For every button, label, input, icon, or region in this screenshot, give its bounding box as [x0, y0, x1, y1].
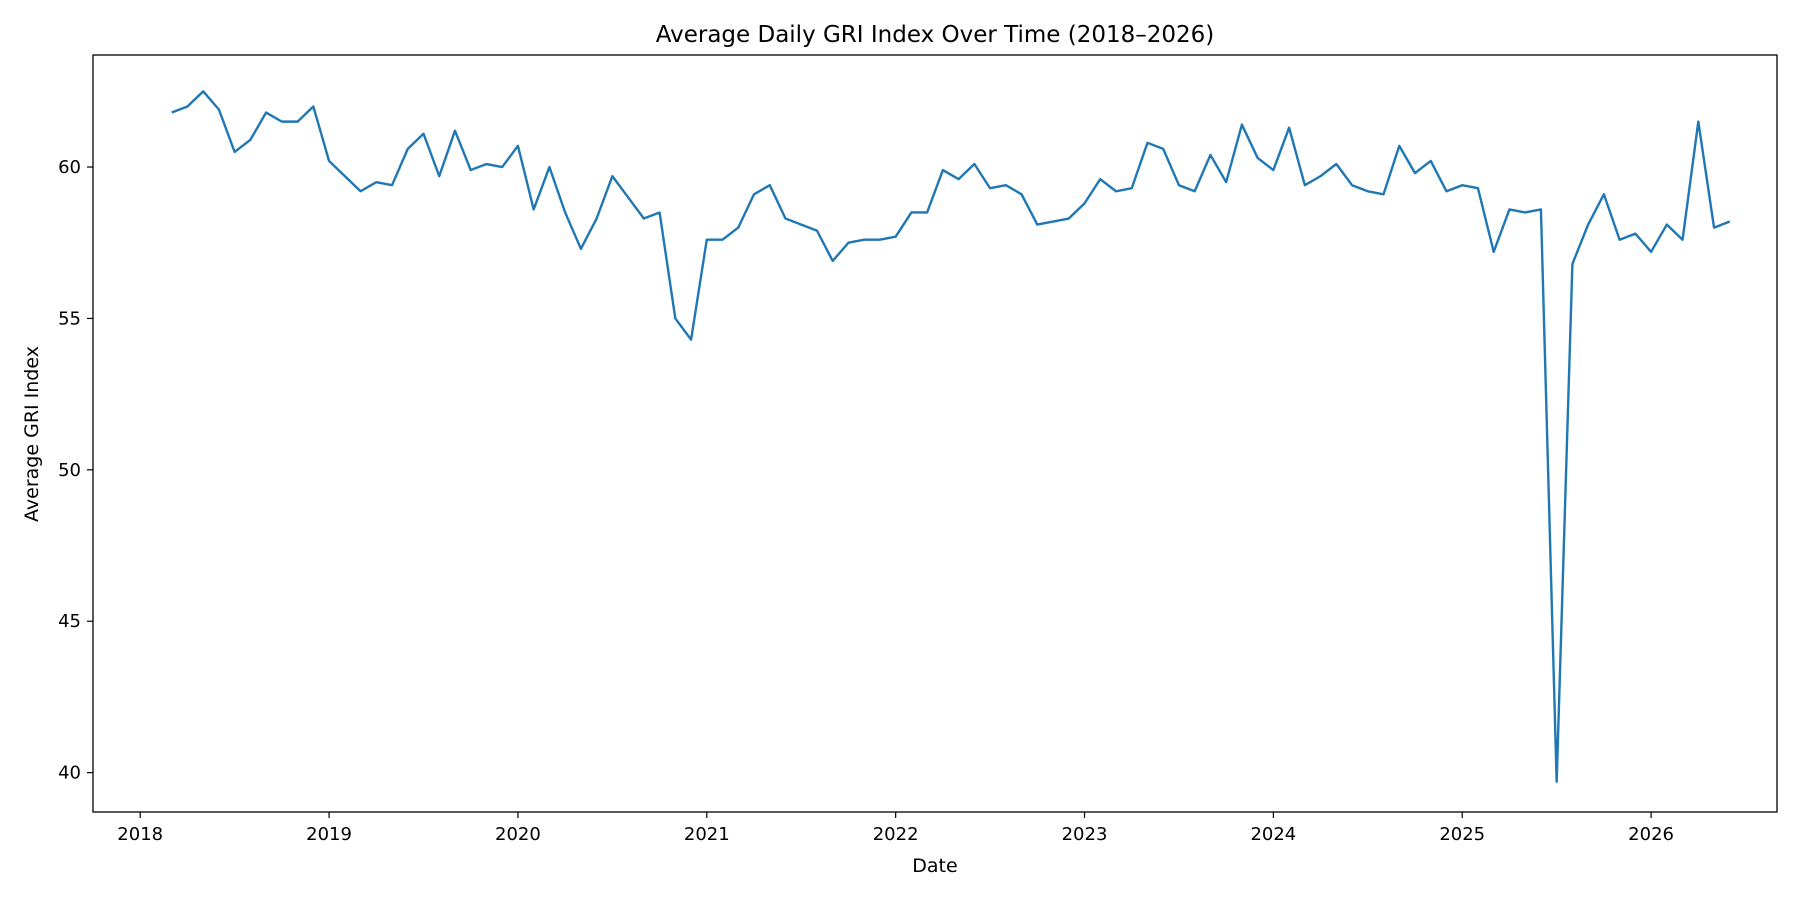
x-axis: 2018 2019 2020 2021 2022 2023 2024 2025 2026 [117, 812, 1674, 845]
plot-area: 2018 2019 2020 2021 2022 2023 2024 2025 2026 404… [58, 54, 1778, 845]
x-axis-label: Date [912, 855, 957, 877]
y-tick-label: 40 [58, 763, 81, 784]
x-tick-label: 2020 [495, 824, 541, 845]
y-tick-label: 55 [58, 308, 81, 329]
x-tick-label: 2024 [1250, 824, 1296, 845]
chart-title: Average Daily GRI Index Over Time (2018–… [656, 22, 1215, 48]
x-tick-label: 2018 [117, 824, 163, 845]
x-tick-label: 2022 [873, 824, 919, 845]
series-line [171, 90, 1731, 783]
x-tick-label: 2021 [684, 824, 730, 845]
x-tick-label: 2026 [1628, 824, 1674, 845]
y-axis-label: Average GRI Index [21, 346, 43, 522]
x-tick-label: 2025 [1439, 824, 1485, 845]
y-tick-label: 50 [58, 460, 81, 481]
x-tick-label: 2019 [306, 824, 352, 845]
x-tick-label: 2023 [1062, 824, 1108, 845]
y-tick-label: 45 [58, 611, 81, 632]
y-tick-label: 60 [58, 157, 81, 178]
y-axis: 40 45 50 55 60 [58, 157, 93, 784]
plot-frame [92, 54, 1778, 813]
